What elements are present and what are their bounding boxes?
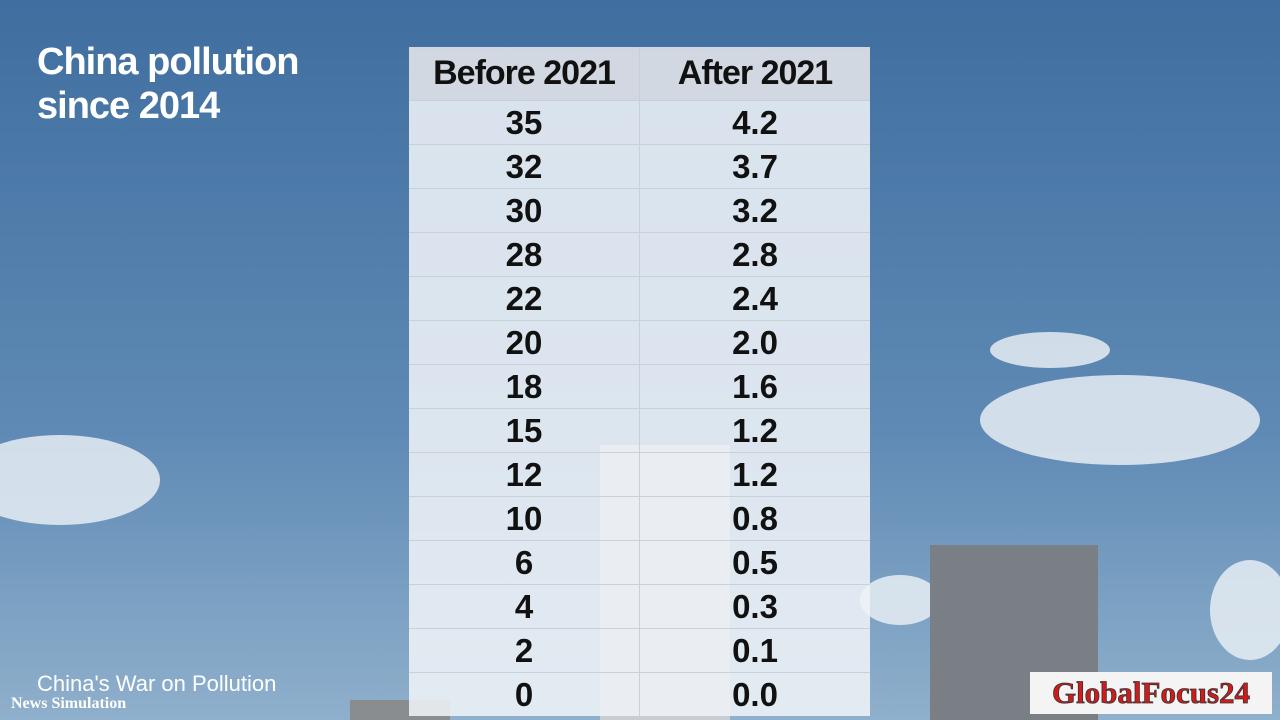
table-row: 18 1.6 bbox=[409, 364, 870, 409]
table-cell: 6 bbox=[409, 540, 640, 585]
table-cell: 2 bbox=[409, 628, 640, 673]
title-line: China pollution bbox=[37, 41, 300, 83]
column-header: After 2021 bbox=[639, 47, 870, 101]
table-row: 12 1.2 bbox=[409, 452, 870, 497]
column-header: Before 2021 bbox=[409, 47, 640, 101]
table-cell: 1.2 bbox=[639, 452, 870, 497]
table-cell: 0.5 bbox=[639, 540, 870, 585]
table-cell: 2.0 bbox=[639, 320, 870, 365]
table-row: 10 0.8 bbox=[409, 496, 870, 541]
table-cell: 12 bbox=[409, 452, 640, 497]
table-row: 0 0.0 bbox=[409, 672, 870, 716]
table-cell: 0.1 bbox=[639, 628, 870, 673]
table-row: 6 0.5 bbox=[409, 540, 870, 585]
table-cell: 30 bbox=[409, 188, 640, 233]
table-row: 32 3.7 bbox=[409, 144, 870, 189]
table-cell: 0 bbox=[409, 672, 640, 716]
table-cell: 2.8 bbox=[639, 232, 870, 277]
caption: China's War on Pollution bbox=[37, 671, 277, 696]
table-cell: 0.3 bbox=[639, 584, 870, 629]
table-cell: 3.7 bbox=[639, 144, 870, 189]
table-row: 22 2.4 bbox=[409, 276, 870, 321]
table-cell: 4 bbox=[409, 584, 640, 629]
table-cell: 22 bbox=[409, 276, 640, 321]
table-row: 4 0.3 bbox=[409, 584, 870, 629]
table-row: 15 1.2 bbox=[409, 408, 870, 453]
table-row: 20 2.0 bbox=[409, 320, 870, 365]
table-row: 35 4.2 bbox=[409, 100, 870, 145]
table-body: 35 4.2 32 3.7 30 3.2 28 2.8 22 2.4 20 2.0 18 1.6 15 1.2… bbox=[409, 100, 870, 716]
table-cell: 20 bbox=[409, 320, 640, 365]
table-cell: 10 bbox=[409, 496, 640, 541]
logo: GlobalFocus24 bbox=[1030, 672, 1272, 714]
table-cell: 35 bbox=[409, 100, 640, 145]
header-row: Before 2021 After 2021 bbox=[409, 47, 870, 101]
table-row: 2 0.1 bbox=[409, 628, 870, 673]
title-line: since 2014 bbox=[37, 85, 220, 127]
table-cell: 1.6 bbox=[639, 364, 870, 409]
table-row: 28 2.8 bbox=[409, 232, 870, 277]
table-cell: 4.2 bbox=[639, 100, 870, 145]
table-cell: 0.8 bbox=[639, 496, 870, 541]
data-table: Before 2021 After 2021 35 4.2 32 3.7 30 3.2 28 2… bbox=[409, 47, 870, 716]
table-cell: 15 bbox=[409, 408, 640, 453]
table-cell: 0.0 bbox=[639, 672, 870, 716]
clouds bbox=[0, 332, 1280, 660]
credit: News Simulation bbox=[11, 695, 127, 712]
title: China pollution since 2014 bbox=[37, 40, 300, 128]
table-cell: 3.2 bbox=[639, 188, 870, 233]
table-cell: 2.4 bbox=[639, 276, 870, 321]
table-cell: 18 bbox=[409, 364, 640, 409]
table-cell: 1.2 bbox=[639, 408, 870, 453]
table-cell: 28 bbox=[409, 232, 640, 277]
table-cell: 32 bbox=[409, 144, 640, 189]
table-row: 30 3.2 bbox=[409, 188, 870, 233]
